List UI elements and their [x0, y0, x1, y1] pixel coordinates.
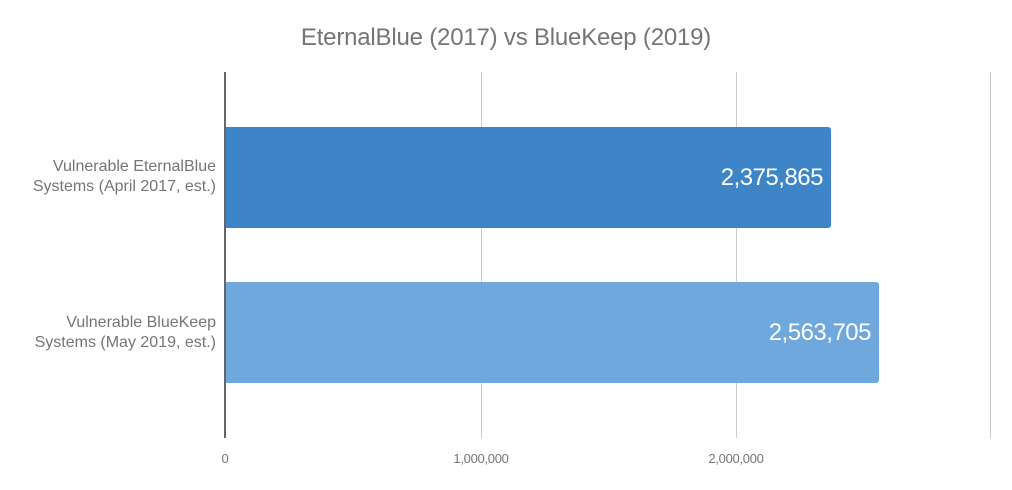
bar-value-label: 2,375,865	[720, 163, 824, 191]
category-label-bluekeep: Vulnerable BlueKeep Systems (May 2019, e…	[0, 313, 216, 353]
zero-axis-line	[224, 72, 226, 438]
gridline-2m	[736, 72, 737, 438]
category-label-eternalblue: Vulnerable EternalBlue Systems (April 20…	[0, 157, 216, 197]
chart-title: EternalBlue (2017) vs BlueKeep (2019)	[300, 24, 712, 51]
x-tick-label: 0	[221, 451, 229, 466]
category-label-line: Vulnerable BlueKeep	[66, 314, 216, 331]
bar-value-label: 2,563,705	[768, 318, 872, 346]
category-label-line: Vulnerable EternalBlue	[52, 158, 216, 175]
gridline-3m	[990, 72, 991, 438]
bar-eternalblue[interactable]: 2,375,865	[224, 127, 831, 228]
plot-area: 2,375,865 2,563,705	[224, 72, 991, 438]
x-tick-label: 2,000,000	[708, 451, 764, 466]
x-tick-label: 1,000,000	[453, 451, 509, 466]
gridline-1m	[481, 72, 482, 438]
category-label-line: Systems (May 2019, est.)	[34, 334, 216, 351]
bar-bluekeep[interactable]: 2,563,705	[224, 282, 879, 383]
category-label-line: Systems (April 2017, est.)	[32, 178, 216, 195]
